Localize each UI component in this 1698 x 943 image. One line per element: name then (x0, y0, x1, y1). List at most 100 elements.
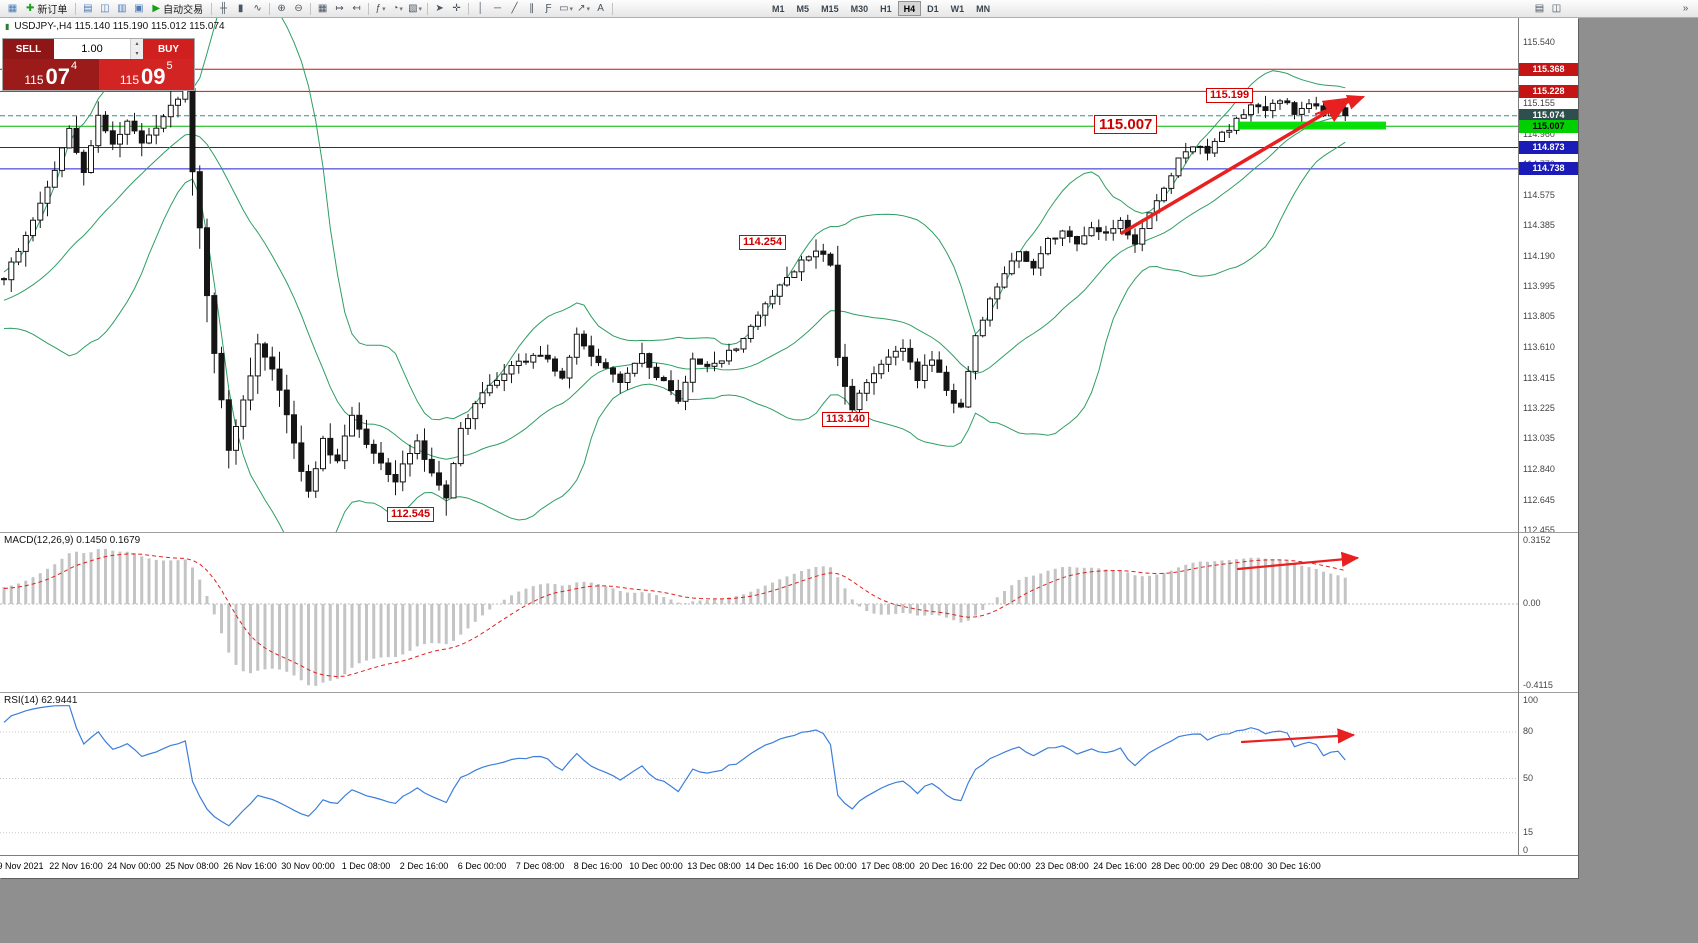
zoom-in-icon[interactable]: ⊕ (273, 1, 290, 17)
vertical-line-icon: │ (477, 3, 484, 14)
time-axis-label: 30 Nov 00:00 (281, 861, 335, 871)
indicators-icon: ƒ (375, 3, 382, 14)
timeframe-m1[interactable]: M1 (772, 3, 785, 14)
periods-icon[interactable]: ◔ ▾ (389, 1, 406, 17)
shapes-icon[interactable]: ▭ ▾ (557, 1, 575, 17)
main-price-panel: ▮ USDJPY-,H4 115.140 115.190 115.012 115… (0, 18, 1518, 532)
axis-divider (1519, 692, 1578, 693)
line-chart-type-icon[interactable]: ∿ (249, 1, 266, 17)
price-axis[interactable]: 115.540115.350115.155114.960114.770114.5… (1518, 18, 1578, 855)
time-axis-label: 16 Dec 00:00 (803, 861, 857, 871)
rsi-indicator-canvas[interactable] (0, 693, 1518, 855)
annotation-113140[interactable]: 113.140 (822, 412, 870, 427)
new-order-button[interactable]: ✚ 新订单 (21, 1, 72, 17)
sell-price-display[interactable]: 115 07 4 (3, 59, 99, 90)
annotation-114254[interactable]: 114.254 (739, 235, 787, 250)
volume-input[interactable]: 1.00 ▴ ▾ (54, 39, 143, 59)
mini-chart-icon: ▮ (5, 22, 10, 31)
toolbar-separator (468, 2, 470, 15)
zoom-out-icon: ⊖ (294, 3, 303, 14)
timeframe-w1[interactable]: W1 (950, 3, 965, 14)
timeframe-h4[interactable]: H4 (897, 1, 922, 16)
market-watch-icon[interactable]: ▤ (79, 1, 96, 17)
volume-up-icon[interactable]: ▴ (131, 39, 143, 49)
channel-icon[interactable]: ∥ (523, 1, 540, 17)
macd-panel: MACD(12,26,9) 0.1450 0.1679 (0, 532, 1518, 690)
one-click-trading-panel: SELL 1.00 ▴ ▾ BUY 115 07 4 115 09 5 (2, 38, 195, 91)
indicators-icon[interactable]: ƒ ▾ (372, 1, 389, 17)
cursor-icon[interactable]: ➤ (431, 1, 448, 17)
autotrading-button-label: 自动交易 (163, 5, 204, 16)
text-tool-icon[interactable]: A (592, 1, 609, 17)
auto-scroll-icon[interactable]: ↦ (331, 1, 348, 17)
time-axis[interactable]: 19 Nov 2021 22 Nov 16:00 24 Nov 00:00 25 No… (0, 855, 1578, 878)
tile-windows-icon[interactable]: ▦ (314, 1, 331, 17)
zoom-in-icon: ⊕ (277, 3, 286, 14)
sell-button[interactable]: SELL (3, 39, 54, 59)
price-tick: 112.455 (1523, 525, 1555, 535)
dropdown-caret-icon: ▾ (586, 5, 590, 13)
navigator-icon[interactable]: ▥ (113, 1, 130, 17)
trendline-icon: ╱ (511, 3, 518, 14)
zoom-out-icon[interactable]: ⊖ (290, 1, 307, 17)
volume-stepper: ▴ ▾ (130, 39, 143, 59)
macd-indicator-canvas[interactable] (0, 533, 1518, 690)
time-axis-label: 28 Dec 00:00 (1151, 861, 1205, 871)
toolbar-overflow-icon[interactable]: » (1677, 1, 1694, 17)
trendline-icon[interactable]: ╱ (506, 1, 523, 17)
buy-button[interactable]: BUY (143, 39, 194, 59)
horizontal-line-icon[interactable]: ─ (489, 1, 506, 17)
timeframe-m15[interactable]: M15 (821, 3, 839, 14)
buy-price-display[interactable]: 115 09 5 (98, 59, 194, 90)
autotrading-button[interactable]: ▶ 自动交易 (147, 1, 208, 17)
toolbar-separator (310, 2, 312, 15)
terminal-icon[interactable]: ▣ (130, 1, 147, 17)
time-axis-label: 14 Dec 16:00 (745, 861, 799, 871)
time-axis-label: 1 Dec 08:00 (341, 861, 391, 871)
vertical-line-icon[interactable]: │ (472, 1, 489, 17)
toolbar-separator (269, 2, 271, 15)
templates-icon[interactable]: ▧ ▾ (406, 1, 424, 17)
arrows-tool-icon[interactable]: ↗ ▾ (575, 1, 592, 17)
crosshair-icon[interactable]: ✛ (448, 1, 465, 17)
data-window-icon[interactable]: ◫ (96, 1, 113, 17)
annotation-115199[interactable]: 115.199 (1206, 88, 1254, 103)
shapes-icon: ▭ (559, 3, 569, 14)
annotation-115007[interactable]: 115.007 (1094, 115, 1158, 134)
navigator-icon: ▥ (117, 3, 127, 14)
chart-shift-icon[interactable]: ↤ (348, 1, 365, 17)
timeframe-mn[interactable]: MN (976, 3, 991, 14)
templates-icon: ▧ (408, 3, 418, 14)
volume-value: 1.00 (81, 43, 103, 55)
chart-shift-icon: ↤ (352, 3, 361, 14)
auto-scroll-icon: ↦ (335, 3, 344, 14)
chart-list-icon[interactable]: ▤ (1531, 1, 1548, 17)
price-tick: 113.225 (1523, 403, 1555, 413)
timeframe-m30[interactable]: M30 (850, 3, 869, 14)
toolbar-separator (427, 2, 429, 15)
timeframe-m5[interactable]: M5 (796, 3, 810, 14)
price-tick: 114.575 (1523, 190, 1555, 200)
annotation-112545[interactable]: 112.545 (387, 507, 435, 522)
fibonacci-icon[interactable]: Ƒ (540, 1, 557, 17)
timeframe-d1[interactable]: D1 (927, 3, 939, 14)
timeframe-h1[interactable]: H1 (880, 3, 892, 14)
chart-window-icon[interactable]: ▦ (4, 1, 21, 17)
price-chart-canvas[interactable] (0, 18, 1518, 532)
rsi-panel: RSI(14) 62.9441 (0, 692, 1518, 855)
macd-axis-label: 0.3152 (1523, 535, 1551, 545)
time-axis-label: 29 Dec 08:00 (1209, 861, 1263, 871)
candlestick-type-icon[interactable]: ▮ (232, 1, 249, 17)
time-axis-label: 20 Dec 16:00 (919, 861, 973, 871)
buy-price-point: 5 (166, 60, 173, 72)
window-menu-icon[interactable]: ◫ (1548, 1, 1565, 17)
buy-price-pips: 09 (141, 64, 166, 89)
time-axis-label: 8 Dec 16:00 (573, 861, 623, 871)
bar-chart-type-icon: ╫ (220, 3, 228, 14)
time-axis-label: 17 Dec 08:00 (861, 861, 915, 871)
bar-chart-type-icon[interactable]: ╫ (215, 1, 232, 17)
dropdown-caret-icon: ▾ (418, 5, 423, 13)
macd-axis-label: -0.4115 (1523, 680, 1553, 690)
cursor-icon: ➤ (435, 3, 444, 14)
volume-down-icon[interactable]: ▾ (131, 49, 143, 59)
